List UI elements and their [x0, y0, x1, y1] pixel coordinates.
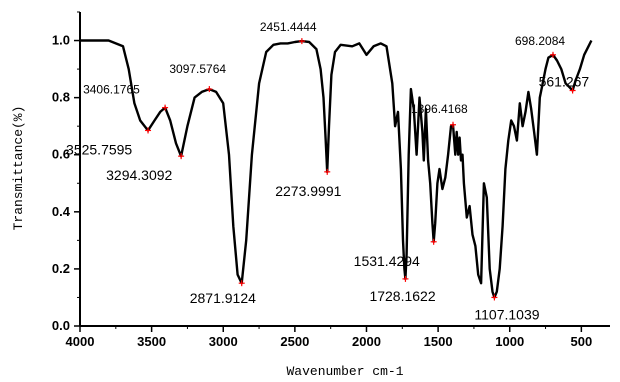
peak-marker: [178, 153, 185, 160]
y-tick-label: 0.6: [52, 147, 70, 162]
x-tick-label: 4000: [66, 334, 95, 349]
peak-marker: [162, 104, 169, 111]
peak-marker: [402, 275, 409, 282]
peak-marker: [298, 38, 305, 45]
y-axis-title: Transmittance(%): [11, 106, 26, 231]
x-tick-label: 500: [570, 334, 592, 349]
y-tick-label: 0.0: [52, 318, 70, 333]
x-tick-label: 3500: [137, 334, 166, 349]
y-tick-label: 0.2: [52, 261, 70, 276]
peak-marker: [238, 280, 245, 287]
peak-label: 3097.5764: [169, 62, 226, 76]
y-tick-label: 0.8: [52, 90, 70, 105]
peak-marker: [549, 51, 556, 58]
peak-marker: [324, 168, 331, 175]
spectrum-line: [80, 39, 593, 299]
peak-label: 3406.1765: [83, 83, 140, 97]
x-tick-label: 1500: [424, 334, 453, 349]
axes: 4000 3500 3000 2500 2000 1500 1000 500 0.0 0.2 0.4…: [52, 11, 610, 349]
y-tick-label: 0.4: [52, 204, 71, 219]
peak-marker: [450, 121, 457, 128]
peak-label: 3525.7595: [66, 141, 132, 157]
peak-marker: [145, 127, 152, 134]
x-axis-title: Wavenumber cm-1: [286, 364, 403, 379]
peak-label: 698.2084: [515, 34, 565, 48]
x-tick-label: 1000: [495, 334, 524, 349]
peak-label: 2273.9991: [275, 183, 341, 199]
x-tick-label: 2500: [280, 334, 309, 349]
peak-marker: [569, 87, 576, 94]
peak-marker: [430, 238, 437, 245]
peak-label: 561.267: [539, 74, 590, 90]
peak-label: 1107.1039: [474, 306, 539, 322]
peak-annotations: 3525.7595 3406.1765 3294.3092 3097.5764 2871…: [66, 20, 589, 322]
y-tick-label: 1.0: [52, 33, 70, 48]
peak-label: 3294.3092: [106, 167, 172, 183]
x-tick-label: 3000: [209, 334, 238, 349]
x-tick-label: 2000: [352, 334, 381, 349]
peak-label: 1531.4294: [354, 253, 420, 269]
peak-marker: [491, 294, 498, 301]
peak-label: 2871.9124: [190, 290, 256, 306]
peak-label: 1728.1622: [369, 288, 435, 304]
series-layer: [80, 39, 593, 299]
peak-marker: [206, 86, 213, 93]
peak-label: 1396.4168: [411, 102, 468, 116]
peak-label: 2451.4444: [260, 20, 317, 34]
